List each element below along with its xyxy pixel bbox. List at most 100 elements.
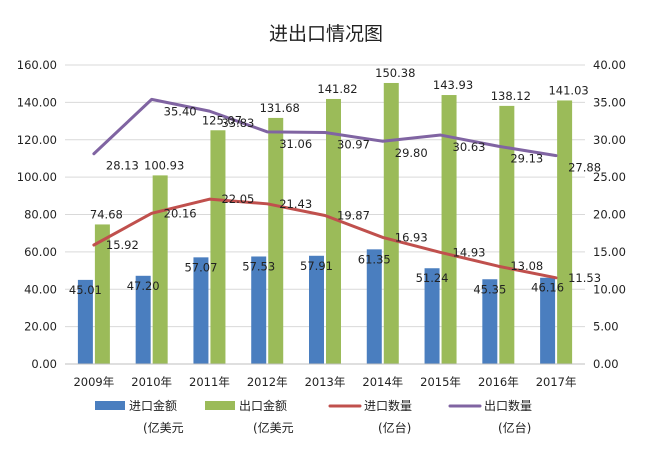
bar-import-amount — [540, 277, 556, 364]
data-label-export-amount: 100.93 — [144, 158, 184, 172]
data-label-export-amount: 141.82 — [317, 82, 357, 96]
bar-export-amount — [441, 95, 457, 364]
data-label-import-quantity: 14.93 — [453, 245, 486, 259]
y-left-tick-label: 20.00 — [24, 320, 57, 334]
bar-export-amount — [268, 117, 284, 364]
data-label-import-quantity: 16.93 — [395, 230, 428, 244]
data-label-import-amount: 57.91 — [300, 259, 333, 273]
legend-unit: (亿美元 — [143, 420, 184, 435]
data-label-import-quantity: 22.05 — [221, 192, 254, 206]
legend-entry: 出口数量 — [484, 398, 532, 413]
data-labels: 45.01 47.20 57.07 57.53 57.91 61.35 51.24 45.35… — [69, 66, 601, 297]
data-label-export-quantity: 28.13 — [106, 159, 139, 173]
data-label-export-quantity: 29.13 — [510, 151, 543, 165]
legend-swatch — [205, 401, 235, 410]
data-label-import-amount: 57.07 — [184, 260, 217, 274]
data-label-import-amount: 46.16 — [531, 281, 564, 295]
line-import-quantity — [92, 197, 558, 280]
x-tick-label: 2012年 — [247, 375, 288, 389]
bar-export-amount — [152, 175, 168, 364]
bar-export-amount — [210, 130, 226, 364]
legend-entry: 出口金额 — [239, 398, 287, 413]
data-label-import-amount: 45.01 — [69, 283, 102, 297]
bar-export-amount — [94, 224, 110, 364]
data-label-import-quantity: 19.87 — [337, 208, 370, 222]
bar-import-amount — [309, 255, 324, 364]
data-label-export-quantity: 30.97 — [337, 137, 370, 151]
data-label-export-quantity: 33.83 — [221, 116, 254, 130]
data-label-import-amount: 47.20 — [127, 279, 160, 293]
lines — [92, 97, 558, 280]
legend-swatch — [95, 401, 125, 410]
y-right-tick-label: 15.00 — [593, 245, 626, 259]
y-right-tick-label: 35.00 — [593, 95, 626, 109]
data-label-export-amount: 125.07 — [202, 113, 242, 127]
y-right-tick-label: 5.00 — [593, 320, 619, 334]
y-left-tick-label: 60.00 — [24, 245, 57, 259]
data-label-export-quantity: 29.80 — [395, 146, 428, 160]
data-label-import-quantity: 20.16 — [164, 206, 197, 220]
legend-unit: (亿台) — [378, 420, 411, 435]
bar-import-amount — [482, 279, 498, 364]
data-label-import-amount: 45.35 — [473, 282, 506, 296]
data-label-export-amount: 143.93 — [433, 78, 473, 92]
y-left-tick-label: 120.00 — [17, 133, 57, 147]
y-left-tick-label: 0.00 — [31, 357, 57, 371]
bar-import-amount — [424, 268, 440, 364]
data-label-import-amount: 57.53 — [242, 259, 275, 273]
y-right-tick-label: 40.00 — [593, 58, 626, 72]
data-label-import-quantity: 13.08 — [510, 259, 543, 273]
x-tick-label: 2017年 — [536, 375, 577, 389]
legend-entry: 进口金额 — [129, 398, 177, 413]
bar-import-amount — [366, 249, 382, 364]
bar-import-amount — [77, 279, 93, 364]
data-label-export-quantity: 27.88 — [568, 161, 601, 175]
bar-export-amount — [326, 98, 341, 364]
bars — [77, 82, 573, 365]
data-label-export-quantity: 30.63 — [453, 140, 486, 154]
data-label-export-amount: 131.68 — [260, 101, 300, 115]
legend-unit: (亿台) — [498, 420, 531, 435]
x-tick-label: 2014年 — [362, 375, 403, 389]
legend-entry: 进口数量 — [364, 398, 412, 413]
x-tick-label: 2013年 — [305, 375, 346, 389]
x-tick-label: 2010年 — [131, 375, 172, 389]
data-label-export-amount: 74.68 — [90, 207, 123, 221]
bar-export-amount — [383, 82, 399, 365]
data-label-import-quantity: 15.92 — [106, 238, 139, 252]
y-left-tick-label: 160.00 — [17, 58, 57, 72]
y-left-tick-label: 40.00 — [24, 282, 57, 296]
y-right-tick-label: 0.00 — [593, 357, 619, 371]
data-label-import-amount: 51.24 — [416, 271, 449, 285]
data-label-import-amount: 61.35 — [358, 252, 391, 266]
y-right-tick-label: 20.00 — [593, 208, 626, 222]
x-tick-label: 2011年 — [189, 375, 230, 389]
x-tick-label: 2015年 — [420, 375, 461, 389]
bar-import-amount — [251, 256, 267, 364]
data-label-export-quantity: 31.06 — [279, 137, 312, 151]
y-left-tick-label: 140.00 — [17, 95, 57, 109]
y-right-tick-label: 25.00 — [593, 170, 626, 184]
y-left-tick-label: 100.00 — [17, 170, 57, 184]
legend-unit: (亿美元 — [253, 420, 294, 435]
bar-import-amount — [193, 257, 209, 364]
x-tick-label: 2016年 — [478, 375, 519, 389]
bar-import-amount — [135, 275, 151, 364]
data-label-import-quantity: 21.43 — [279, 197, 312, 211]
x-tick-label: 2009年 — [73, 375, 114, 389]
axes: 0.00 20.00 40.00 60.00 80.00 100.00 120.00 140.… — [17, 58, 626, 389]
data-label-import-quantity: 11.53 — [568, 271, 601, 285]
data-label-export-amount: 138.12 — [491, 89, 531, 103]
bar-export-amount — [557, 100, 573, 364]
y-right-tick-label: 30.00 — [593, 133, 626, 147]
data-label-export-amount: 150.38 — [375, 66, 415, 80]
data-label-export-quantity: 35.40 — [164, 104, 197, 118]
data-label-export-amount: 141.03 — [548, 83, 588, 97]
legend: 进口金额 (亿美元 出口金额 (亿美元 进口数量 (亿台) 出口数量 (亿台) — [95, 398, 532, 435]
y-left-tick-label: 80.00 — [24, 208, 57, 222]
chart-title: 进出口情况图 — [269, 23, 383, 45]
bar-export-amount — [499, 105, 515, 365]
line-export-quantity — [92, 97, 558, 158]
